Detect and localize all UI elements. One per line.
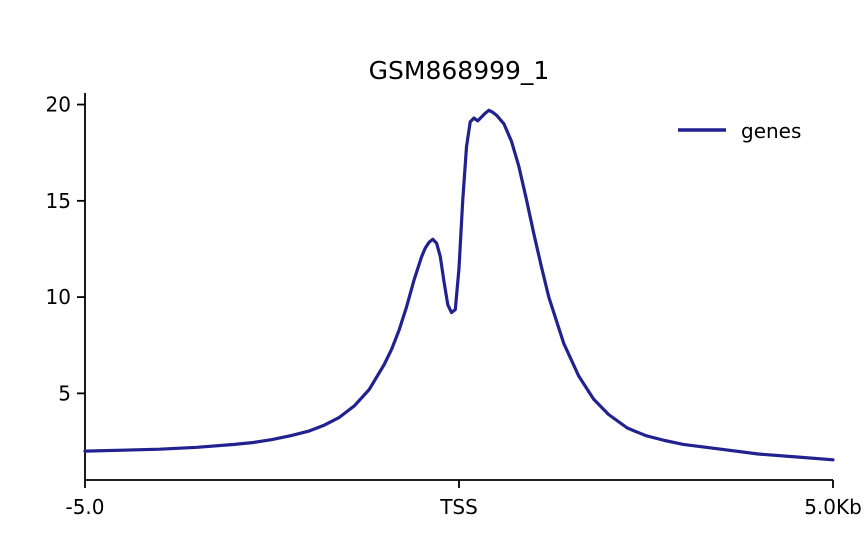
x-tick-label: 5.0Kb — [804, 495, 862, 519]
x-tick-label: -5.0 — [65, 495, 104, 519]
axes: 5 10 15 20 -5.0 TSS 5.0Kb — [46, 93, 862, 519]
y-tick-label: 15 — [46, 189, 71, 213]
y-tick-label: 10 — [46, 285, 71, 309]
y-tick-label: 5 — [58, 381, 71, 405]
profile-line — [83, 108, 835, 462]
y-tick-label: 20 — [46, 93, 71, 117]
legend: genes — [678, 119, 801, 143]
x-tick-label: TSS — [439, 495, 478, 519]
chart-title: GSM868999_1 — [368, 56, 550, 85]
legend-label: genes — [741, 119, 801, 143]
